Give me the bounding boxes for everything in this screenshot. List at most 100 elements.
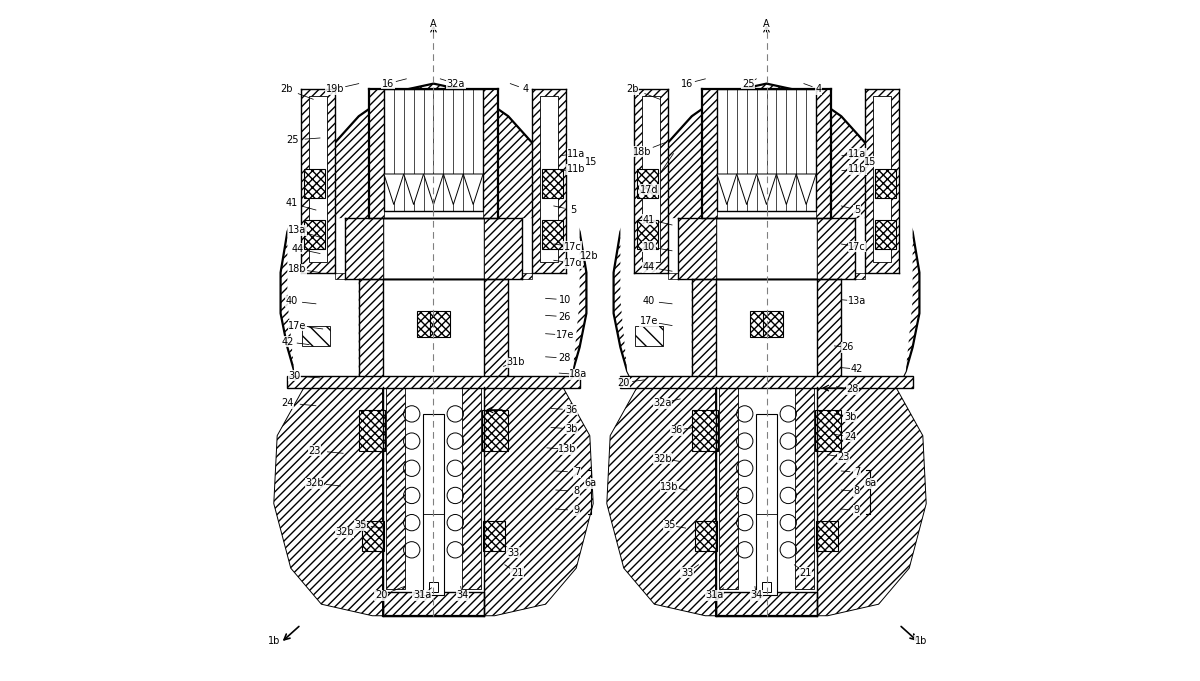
Bar [637, 170, 658, 197]
Text: 25: 25 [287, 135, 299, 145]
Text: 1b: 1b [268, 636, 280, 646]
Text: 9: 9 [574, 505, 580, 516]
Bar [874, 96, 890, 262]
Bar [816, 520, 838, 551]
Polygon shape [509, 218, 532, 279]
Text: 15: 15 [864, 157, 877, 167]
Text: 18b: 18b [288, 264, 307, 274]
Bar [287, 376, 580, 388]
Polygon shape [613, 84, 919, 385]
Text: 5: 5 [853, 205, 860, 215]
Text: 28: 28 [558, 353, 571, 363]
Text: 26: 26 [841, 343, 853, 352]
Text: 15: 15 [584, 157, 598, 167]
Text: 25: 25 [742, 78, 755, 89]
Text: 11b: 11b [847, 164, 866, 174]
Bar [865, 89, 899, 272]
Bar [384, 89, 484, 211]
Bar [875, 170, 895, 197]
Polygon shape [335, 218, 359, 279]
Text: 12b: 12b [580, 251, 599, 261]
Polygon shape [463, 174, 484, 204]
Bar [695, 520, 716, 551]
Bar [430, 582, 438, 592]
Bar [484, 520, 505, 551]
Text: 44: 44 [292, 244, 304, 254]
Text: 34: 34 [750, 590, 762, 601]
Text: 17d: 17d [564, 258, 582, 268]
Bar [620, 376, 913, 388]
Text: 17d: 17d [640, 185, 658, 195]
Text: 10: 10 [643, 242, 655, 252]
Polygon shape [346, 89, 522, 385]
Text: 35: 35 [664, 520, 676, 530]
Text: 13a: 13a [288, 225, 307, 236]
Polygon shape [509, 89, 580, 385]
Text: 10: 10 [558, 295, 571, 304]
Polygon shape [620, 89, 691, 385]
Text: 8: 8 [574, 486, 580, 496]
Text: 2b: 2b [280, 84, 293, 94]
Bar [750, 311, 770, 337]
Text: 7: 7 [853, 467, 860, 477]
Polygon shape [403, 174, 424, 204]
Bar [817, 218, 854, 279]
Text: A: A [763, 20, 770, 29]
Text: 41: 41 [286, 198, 298, 208]
Bar [362, 520, 384, 551]
Text: 20: 20 [617, 378, 629, 387]
Text: 17c: 17c [564, 242, 582, 252]
Text: 31a: 31a [706, 590, 724, 601]
Bar [430, 311, 450, 337]
Text: 32a: 32a [446, 78, 466, 89]
Text: 32b: 32b [305, 478, 324, 488]
Bar [383, 387, 485, 616]
Text: 32a: 32a [653, 398, 672, 408]
Text: 6a: 6a [864, 478, 876, 488]
Text: 16: 16 [680, 78, 694, 89]
Bar [305, 170, 325, 197]
Text: 13b: 13b [660, 481, 678, 492]
Text: 13a: 13a [847, 296, 866, 306]
Bar [816, 411, 841, 452]
Text: 19b: 19b [325, 84, 344, 94]
Polygon shape [281, 84, 587, 385]
Bar [462, 387, 481, 588]
Text: 26: 26 [558, 312, 571, 321]
Text: 7: 7 [574, 467, 580, 477]
Bar [678, 218, 715, 279]
Text: 17e: 17e [288, 321, 307, 330]
Polygon shape [384, 174, 403, 204]
Text: 42: 42 [281, 337, 294, 347]
Polygon shape [817, 387, 926, 616]
Bar [359, 411, 384, 452]
Bar [310, 96, 326, 262]
Bar [715, 387, 817, 616]
Text: 41: 41 [643, 215, 655, 225]
Bar [485, 279, 509, 385]
Text: 34: 34 [456, 590, 469, 601]
Bar [368, 89, 384, 218]
Bar [542, 170, 563, 197]
Bar [540, 96, 558, 262]
Text: 16: 16 [382, 78, 394, 89]
Text: 44: 44 [643, 262, 655, 272]
Bar [383, 592, 485, 616]
Bar [816, 89, 832, 218]
Text: 30: 30 [288, 371, 300, 381]
Bar [542, 220, 563, 249]
Polygon shape [274, 387, 383, 616]
Bar [637, 220, 658, 249]
Text: 40: 40 [643, 296, 655, 306]
Text: 17c: 17c [848, 242, 865, 252]
Bar [642, 96, 660, 262]
Text: 28: 28 [847, 385, 859, 394]
Text: 31b: 31b [506, 358, 524, 367]
Polygon shape [668, 218, 691, 279]
Bar [796, 387, 814, 588]
Polygon shape [444, 174, 463, 204]
Text: 11b: 11b [566, 164, 586, 174]
Text: 40: 40 [286, 296, 298, 306]
Bar [762, 582, 770, 592]
Bar [875, 220, 895, 249]
